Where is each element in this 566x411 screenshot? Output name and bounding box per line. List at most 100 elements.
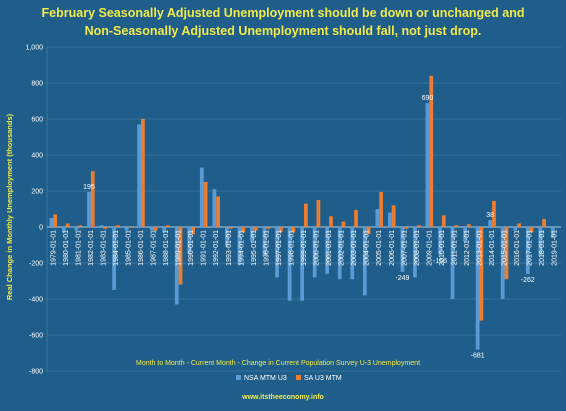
- x-tick-label: 1986-01-01: [138, 230, 145, 266]
- bar-nsa: [463, 227, 467, 242]
- bar-sa: [416, 225, 421, 227]
- bar-nsa: [425, 102, 430, 227]
- x-tick-label: 2001-01-01: [326, 230, 333, 266]
- data-label: -681: [471, 353, 485, 360]
- bar-sa: [228, 227, 233, 229]
- x-tick-label: 2005-01-01: [376, 230, 383, 266]
- x-tick-label: 1984-01-01: [113, 230, 120, 266]
- bar-sa: [191, 227, 195, 235]
- legend-swatch-nsa: [236, 375, 241, 380]
- y-tick-label: -600: [29, 333, 43, 340]
- x-tick-label: 2014-01-01: [489, 230, 496, 266]
- bar-nsa: [325, 227, 330, 274]
- bar-sa: [203, 182, 208, 227]
- data-labels: 195 -249 690 -156 -681 38 -262: [83, 95, 535, 360]
- bar-sa: [341, 221, 346, 227]
- bar-sa: [278, 227, 283, 233]
- bar-sa: [329, 216, 333, 227]
- bar-nsa: [187, 227, 192, 254]
- bar-sa: [542, 218, 546, 227]
- x-tick-label: 1987-01-01: [151, 230, 158, 266]
- bar-sa: [241, 227, 246, 233]
- bar-sa: [316, 200, 321, 227]
- bar-sa: [90, 171, 95, 227]
- bar-nsa: [525, 227, 530, 275]
- x-tick-label: 2008-01-01: [414, 230, 421, 266]
- bar-nsa: [513, 227, 518, 231]
- x-tick-label: 2002-01-01: [339, 230, 346, 266]
- bar-sa: [404, 227, 409, 229]
- bar-nsa: [199, 167, 204, 227]
- bar-nsa: [49, 218, 54, 227]
- x-tick-label: 2000-01-01: [314, 230, 321, 266]
- x-tick-label: 2006-01-01: [389, 230, 396, 266]
- x-tick-label: 2015-01-01: [502, 230, 509, 266]
- x-tick-label: 2004-01-01: [364, 230, 371, 266]
- y-tick-label: -400: [29, 297, 43, 304]
- bar-nsa: [438, 227, 442, 256]
- bar-sa: [166, 225, 170, 227]
- y-tick-label: -800: [29, 369, 43, 376]
- x-tick-label: 2013-01-01: [477, 230, 484, 266]
- source-credit: www.itstheeconomy.info: [241, 394, 324, 401]
- bar-nsa: [388, 212, 392, 227]
- chart-title-line2: Non-Seasonally Adjusted Unemployment sho…: [85, 24, 482, 38]
- bar-nsa: [174, 227, 179, 305]
- x-tick-label: 2011-01-01: [451, 230, 458, 265]
- x-tick-label: 1982-01-01: [88, 230, 95, 266]
- bar-nsa: [212, 189, 217, 227]
- bar-sa: [103, 227, 108, 229]
- bar-nsa: [450, 227, 455, 299]
- bar-nsa: [124, 227, 129, 231]
- y-tick-label: 200: [31, 189, 43, 196]
- chart-subtitle: Month to Month - Current Month - Change …: [136, 360, 420, 367]
- bar-sa: [266, 227, 271, 229]
- bar-nsa: [112, 227, 116, 290]
- bar-nsa: [337, 227, 342, 280]
- bar-nsa: [275, 227, 279, 278]
- bar-sa: [479, 227, 484, 321]
- bar-nsa: [87, 191, 91, 227]
- bar-sa: [128, 227, 133, 228]
- bar-sa: [115, 225, 120, 227]
- bar-nsa: [362, 227, 367, 296]
- x-tick-label: 1999-01-01: [301, 230, 308, 266]
- bar-nsa: [500, 227, 505, 299]
- x-tick-label: 2009-01-01: [426, 230, 433, 266]
- bar-nsa: [250, 227, 254, 242]
- legend-label-sa: SA U3 MTM: [304, 375, 342, 382]
- x-tick-label: 2007-01-01: [401, 230, 408, 266]
- chart-title-line1: February Seasonally Adjusted Unemploymen…: [42, 6, 525, 20]
- y-tick-label: 800: [31, 81, 43, 88]
- x-tick-label: 1983-01-01: [100, 230, 107, 266]
- bar-sa: [78, 225, 83, 227]
- bar-nsa: [375, 209, 380, 227]
- bar-nsa: [312, 227, 317, 278]
- bar-nsa: [162, 227, 167, 233]
- x-tick-label: 1994-01-01: [238, 230, 245, 266]
- bar-sa: [466, 224, 471, 227]
- y-tick-label: 400: [31, 153, 43, 160]
- data-label: 195: [83, 184, 95, 191]
- x-tick-label: 1995-01-01: [251, 230, 258, 266]
- x-axis-ticks: 1979-01-01 1980-01-01 1981-01-01 1982-01-01…: [50, 230, 558, 266]
- x-tick-label: 2016-01-01: [514, 230, 521, 266]
- bar-nsa: [225, 227, 229, 247]
- x-tick-label: 1985-01-01: [125, 230, 132, 266]
- bar-sa: [253, 227, 258, 231]
- bar-sa: [517, 223, 521, 227]
- x-tick-label: 2019-01-01: [552, 230, 559, 266]
- x-tick-label: 2010-01-01: [439, 230, 446, 266]
- y-tick-label: 0: [39, 225, 43, 232]
- data-label: -262: [521, 277, 535, 284]
- y-tick-label: 1,000: [25, 45, 43, 52]
- bar-sa: [366, 227, 371, 235]
- bar-sa: [354, 209, 358, 227]
- bar-sa: [65, 223, 70, 227]
- x-tick-label: 1979-01-01: [50, 230, 57, 266]
- x-tick-label: 1993-01-01: [226, 230, 233, 266]
- bar-sa: [492, 200, 496, 227]
- bars: [49, 75, 555, 350]
- x-tick-label: 1992-01-01: [213, 230, 220, 266]
